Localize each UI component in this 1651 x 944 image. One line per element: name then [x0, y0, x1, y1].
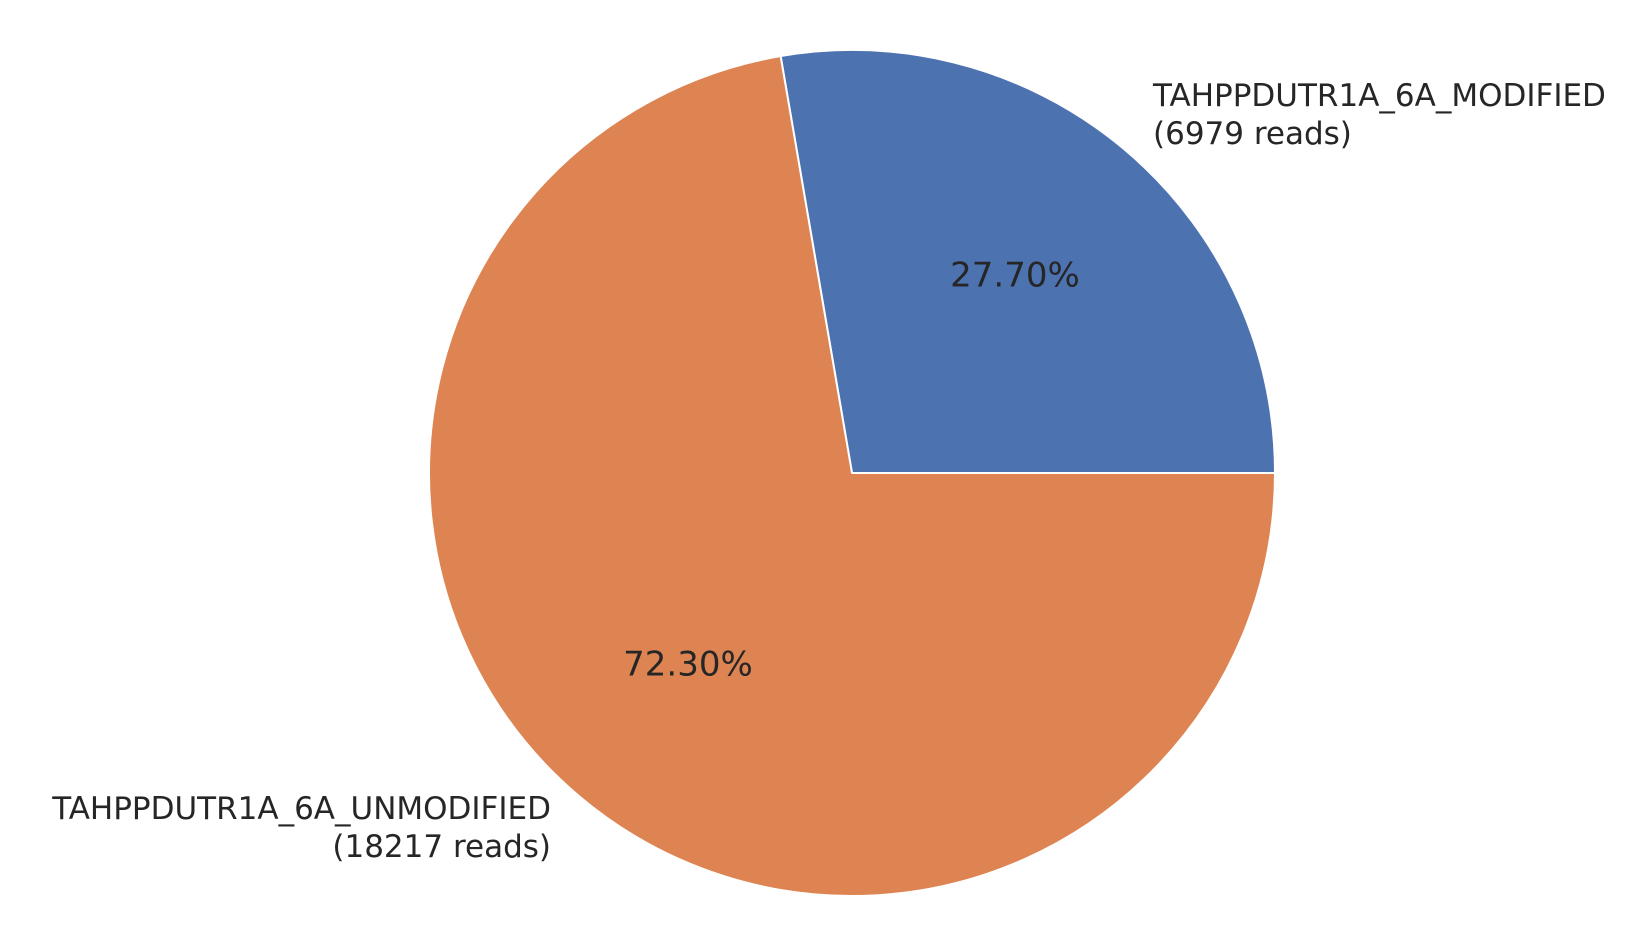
slice-name-label-modified: TAHPPDUTR1A_6A_MODIFIED	[1152, 78, 1606, 114]
slice-name-label-unmodified: TAHPPDUTR1A_6A_UNMODIFIED	[51, 791, 551, 827]
slice-reads-label-unmodified: (18217 reads)	[332, 829, 551, 865]
pie-slice-modified	[779, 49, 1276, 474]
slice-percent-label-unmodified: 72.30%	[623, 645, 753, 685]
slice-reads-label-modified: (6979 reads)	[1153, 116, 1352, 152]
pie-slice-unmodified	[428, 55, 1276, 897]
slice-percent-label-modified: 27.70%	[950, 256, 1080, 296]
pie-slices	[428, 49, 1276, 897]
